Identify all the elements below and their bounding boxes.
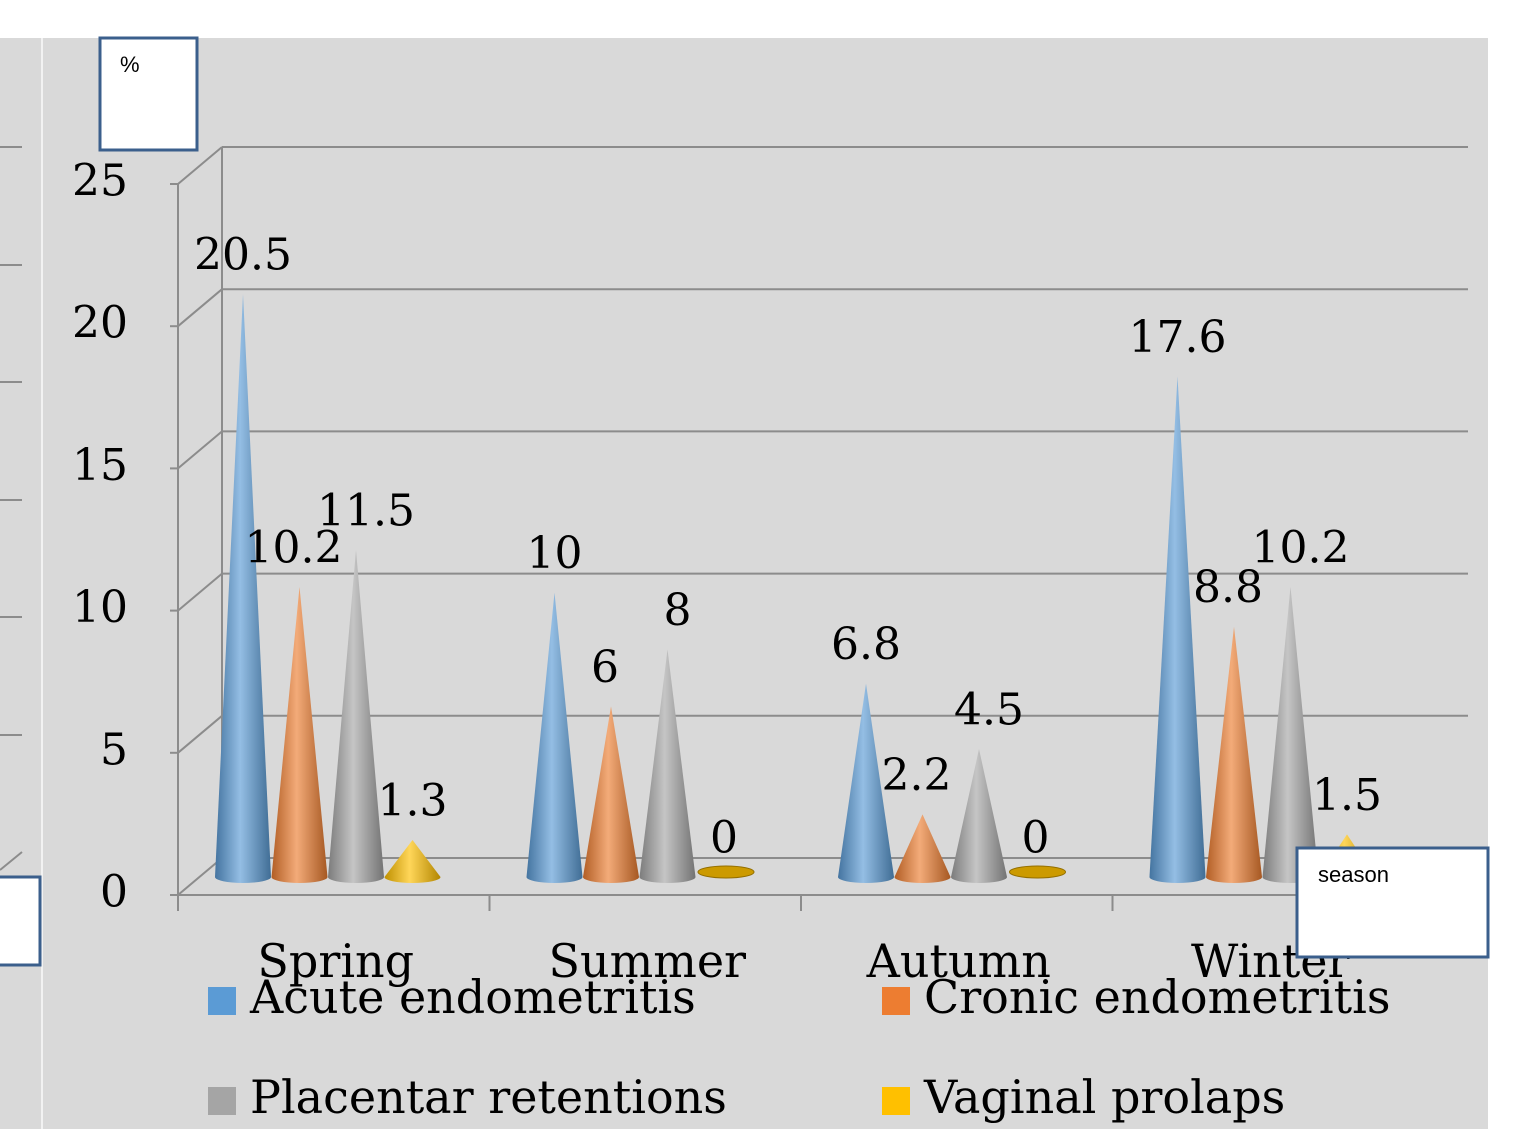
cone xyxy=(1149,376,1206,883)
x-tick-label: Autumn xyxy=(866,934,1051,988)
cone xyxy=(951,749,1007,883)
y-tick-label: 10 xyxy=(72,582,128,633)
cone xyxy=(215,293,271,884)
data-label: 1.3 xyxy=(378,776,448,827)
legend-swatch xyxy=(882,1087,910,1115)
legend-label: Cronic endometritis xyxy=(924,970,1390,1024)
legend-swatch xyxy=(208,1087,236,1115)
legend-label: Acute endometritis xyxy=(249,970,696,1024)
data-label: 2.2 xyxy=(882,750,952,801)
y-tick-label: 25 xyxy=(72,156,128,207)
data-label: 10.2 xyxy=(245,522,343,573)
x-tick-label: Spring xyxy=(257,934,414,988)
grid-diagonal xyxy=(177,572,223,612)
grid-diagonal xyxy=(177,430,223,470)
data-label: 8 xyxy=(664,585,692,636)
grid-diagonal xyxy=(177,146,223,185)
cone xyxy=(583,706,639,883)
x-tick-label: Summer xyxy=(548,934,746,988)
data-label: 4.5 xyxy=(954,685,1024,736)
y-tick-label: 20 xyxy=(72,298,128,349)
legend-swatch xyxy=(882,987,910,1015)
data-label: 17.6 xyxy=(1129,312,1227,363)
data-label: 11.5 xyxy=(317,485,415,536)
neighbor-box xyxy=(0,875,42,967)
data-label: 8.8 xyxy=(1193,562,1263,613)
data-label: 0 xyxy=(1022,813,1050,864)
cone xyxy=(1206,626,1262,883)
data-label: 1.5 xyxy=(1312,770,1382,821)
data-label: 20.5 xyxy=(194,229,292,280)
data-label: 10 xyxy=(527,528,583,579)
ylabel-box xyxy=(98,36,199,152)
cone xyxy=(328,549,384,883)
cone xyxy=(1262,586,1319,883)
data-label: 6.8 xyxy=(831,619,901,670)
cone xyxy=(697,865,755,879)
cone xyxy=(384,840,441,883)
cone xyxy=(838,683,894,883)
neighbor-ticks xyxy=(0,146,23,871)
grid-diagonal xyxy=(177,288,223,327)
cone xyxy=(894,814,951,883)
legend-label: Placentar retentions xyxy=(250,1070,727,1124)
grid-diagonal xyxy=(177,857,223,896)
cone xyxy=(1009,865,1066,879)
x-axis-label: season xyxy=(1318,862,1389,887)
grid-diagonal xyxy=(177,715,223,754)
legend-label: Vaginal prolaps xyxy=(923,1070,1285,1124)
cone xyxy=(639,649,696,883)
y-tick-label: 0 xyxy=(100,867,128,918)
cone xyxy=(271,586,328,883)
legend-swatch xyxy=(208,987,236,1015)
cone xyxy=(526,592,583,883)
y-tick-label: 5 xyxy=(100,724,128,775)
data-label: 6 xyxy=(591,642,619,693)
data-label: 10.2 xyxy=(1252,522,1350,573)
xlabel-box xyxy=(1295,846,1490,959)
y-tick-label: 15 xyxy=(72,440,128,491)
y-axis-label: % xyxy=(120,52,140,77)
data-label: 0 xyxy=(710,813,738,864)
